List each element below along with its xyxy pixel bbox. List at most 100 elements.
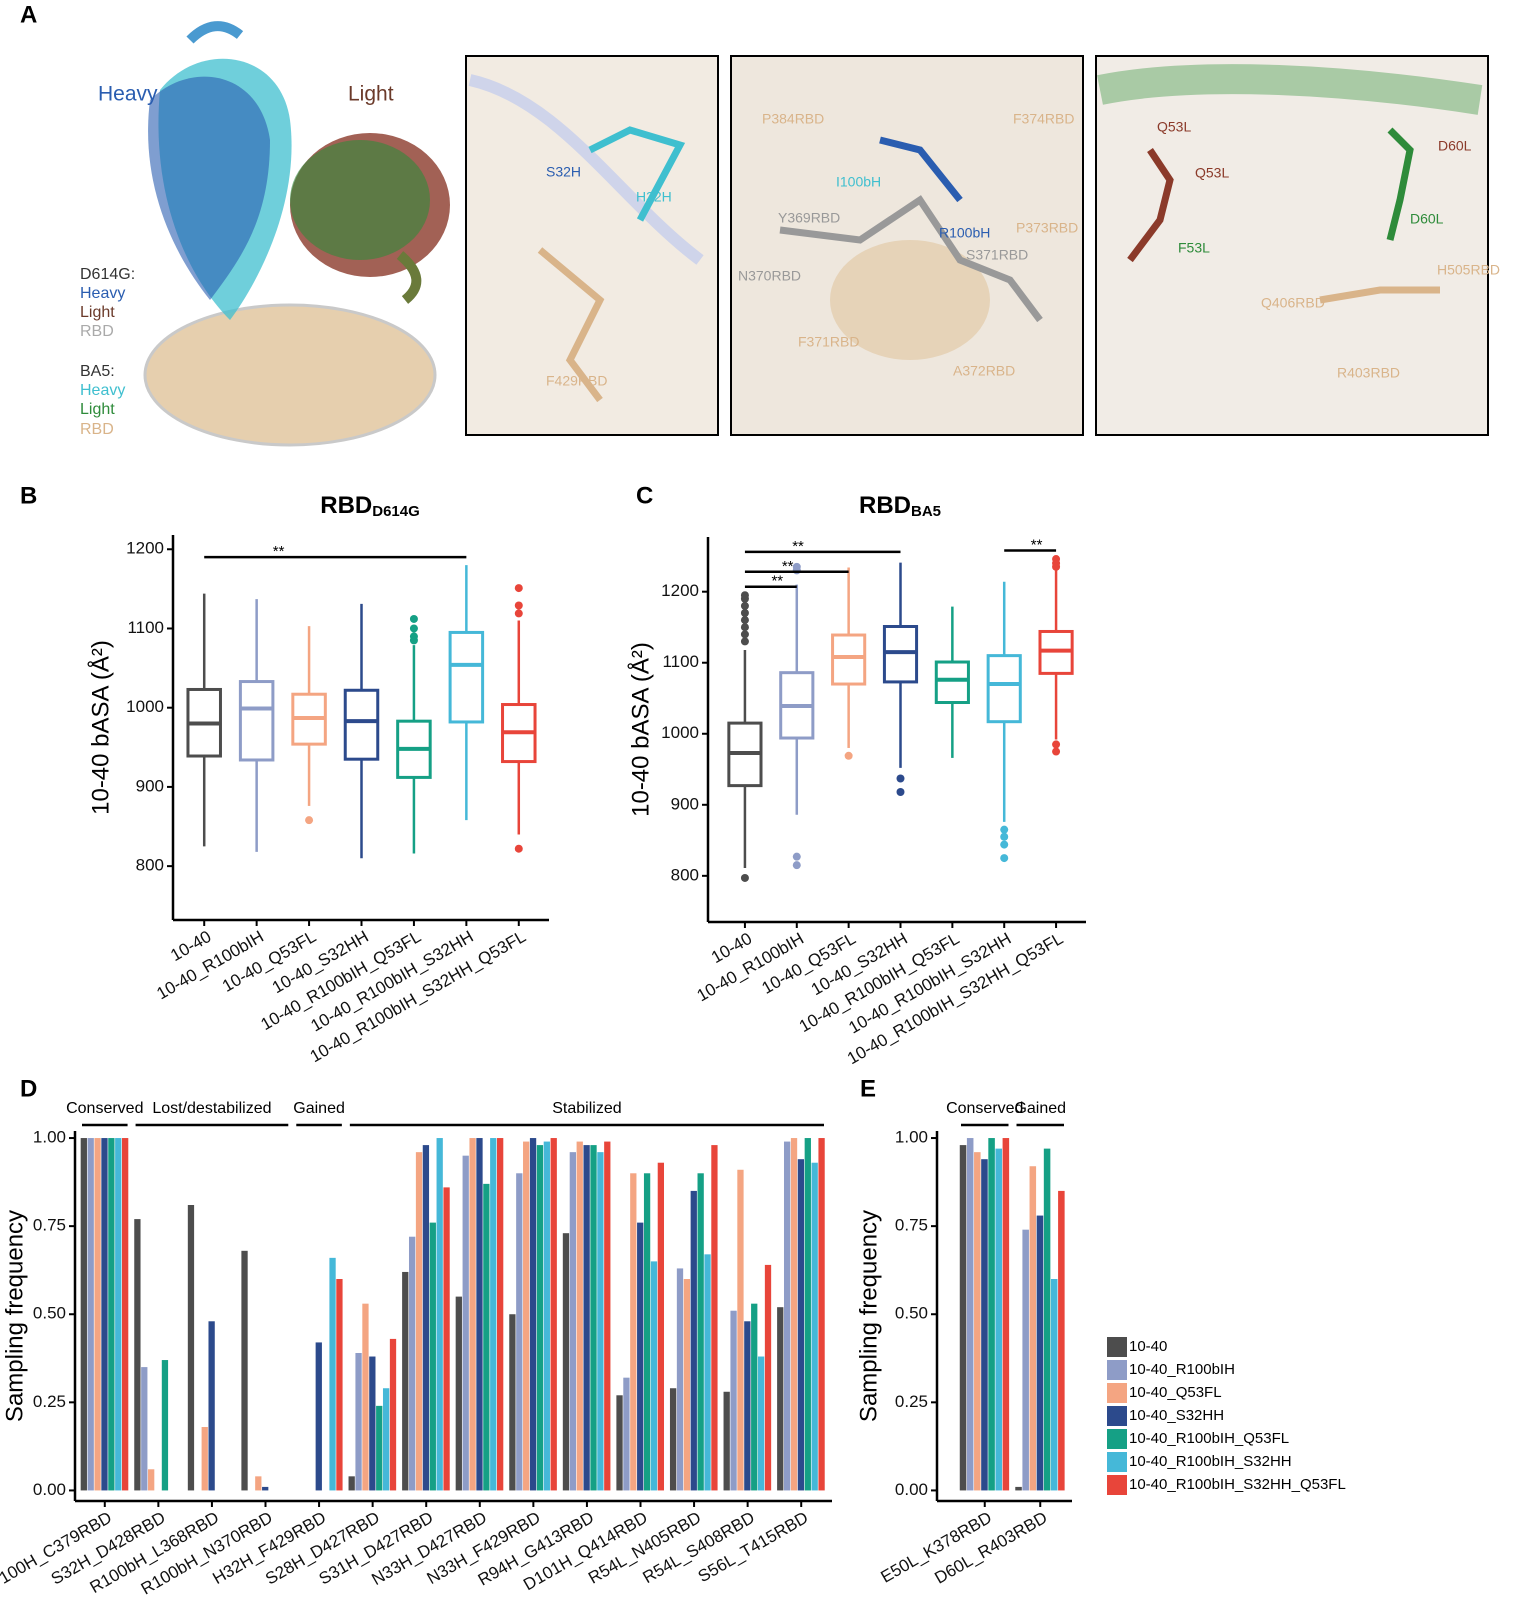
- y-tick-label: 0.50: [895, 1304, 928, 1323]
- outlier: [409, 624, 418, 633]
- bar: [529, 1138, 537, 1491]
- residue-label: Q406RBD: [1261, 295, 1325, 311]
- bar: [790, 1138, 798, 1491]
- outlier: [1052, 740, 1061, 749]
- outlier: [305, 816, 314, 825]
- residue-label: Y369RBD: [778, 210, 840, 226]
- bar: [148, 1469, 155, 1491]
- y-axis-label: 10-40 bASA (Å²): [86, 640, 114, 815]
- bar: [141, 1367, 148, 1491]
- residue-label: P373RBD: [1016, 220, 1078, 236]
- significance-label: **: [1031, 536, 1043, 553]
- box-group: [343, 603, 380, 859]
- residue-label: H505RBD: [1437, 262, 1500, 278]
- box: [882, 625, 919, 684]
- box-group: [779, 562, 815, 870]
- residue-label: F374RBD: [1013, 111, 1074, 127]
- chart-title: RBDBA5: [859, 492, 941, 520]
- residue-stick: [1386, 127, 1414, 241]
- bar: [208, 1321, 215, 1491]
- bar: [376, 1405, 383, 1491]
- y-axis-label: Sampling frequency: [1, 1210, 28, 1422]
- bar: [1002, 1138, 1010, 1491]
- y-tick-label: 900: [136, 776, 164, 795]
- y-tick-label: 0.75: [895, 1216, 928, 1235]
- bar: [697, 1173, 704, 1491]
- legend-heading: D614G:: [80, 266, 135, 283]
- bar: [1058, 1190, 1065, 1491]
- legend-label: 10-40: [1129, 1338, 1167, 1355]
- bar: [576, 1141, 583, 1491]
- bar: [436, 1138, 443, 1491]
- outlier: [792, 562, 801, 571]
- y-axis-label: 10-40 bASA (Å²): [626, 642, 654, 817]
- heavy-label: Heavy: [98, 83, 158, 106]
- panel-a: A Heavy Light D614G: Heavy Light RBD BA5…: [20, 1, 1500, 447]
- residue-label: R403RBD: [1337, 365, 1400, 381]
- bar: [764, 1264, 772, 1491]
- legend-item: RBD: [80, 323, 114, 340]
- bar: [669, 1388, 677, 1491]
- residue-label: I100bH: [836, 174, 881, 190]
- bar: [94, 1138, 101, 1491]
- bar: [597, 1152, 604, 1491]
- bar: [569, 1152, 576, 1491]
- outlier: [409, 614, 418, 623]
- bar: [623, 1377, 630, 1491]
- box-group: [986, 581, 1022, 863]
- bar: [315, 1342, 322, 1491]
- title-main: RBD: [859, 492, 911, 519]
- bar: [389, 1338, 397, 1491]
- legend-item: RBD: [80, 421, 114, 438]
- bar: [690, 1190, 697, 1491]
- outlier: [896, 788, 905, 797]
- outlier: [740, 601, 749, 610]
- panel-label: E: [860, 1075, 876, 1102]
- legend-swatch: [1107, 1429, 1127, 1449]
- panel-label: A: [20, 1, 37, 28]
- outlier: [740, 609, 749, 618]
- bar: [616, 1395, 623, 1491]
- y-tick-label: 800: [136, 856, 164, 875]
- outlier: [514, 844, 523, 853]
- y-tick-label: 1200: [661, 581, 699, 600]
- bar: [657, 1162, 665, 1491]
- bar: [676, 1268, 684, 1491]
- residue-label: H32H: [636, 189, 672, 205]
- legend-item: Light: [80, 401, 115, 418]
- outlier: [740, 637, 749, 646]
- y-tick-label: 1000: [126, 697, 164, 716]
- bar: [497, 1138, 504, 1491]
- outlier: [740, 873, 749, 882]
- arrow: [186, 21, 244, 44]
- box-group: [831, 567, 867, 760]
- outlier: [514, 584, 523, 593]
- bar: [704, 1254, 711, 1491]
- group-label: Conserved: [946, 1100, 1023, 1117]
- bar: [804, 1138, 811, 1491]
- bar: [650, 1261, 658, 1491]
- significance-label: **: [771, 573, 783, 590]
- residue-label: F371RBD: [798, 334, 859, 350]
- box: [238, 680, 275, 762]
- y-tick-label: 0.25: [895, 1392, 928, 1411]
- bar: [683, 1279, 691, 1491]
- group-label: Stabilized: [552, 1100, 621, 1117]
- outlier: [1000, 832, 1009, 841]
- legend-heading: BA5:: [80, 363, 115, 380]
- bar: [483, 1183, 490, 1491]
- legend-swatch: [1107, 1337, 1127, 1357]
- bar: [995, 1148, 1002, 1491]
- residue-label: P384RBD: [762, 111, 824, 127]
- ribbon: [830, 240, 990, 360]
- bar: [476, 1138, 483, 1491]
- bar: [550, 1138, 557, 1491]
- outlier: [1052, 747, 1061, 756]
- box-group: [396, 614, 432, 854]
- bar: [523, 1141, 530, 1491]
- panel-label: C: [636, 482, 653, 509]
- residue-label: D60L: [1438, 138, 1472, 154]
- group-label: Gained: [293, 1100, 345, 1117]
- group-label: Lost/destabilized: [152, 1100, 271, 1117]
- rbd-shape: [143, 303, 437, 447]
